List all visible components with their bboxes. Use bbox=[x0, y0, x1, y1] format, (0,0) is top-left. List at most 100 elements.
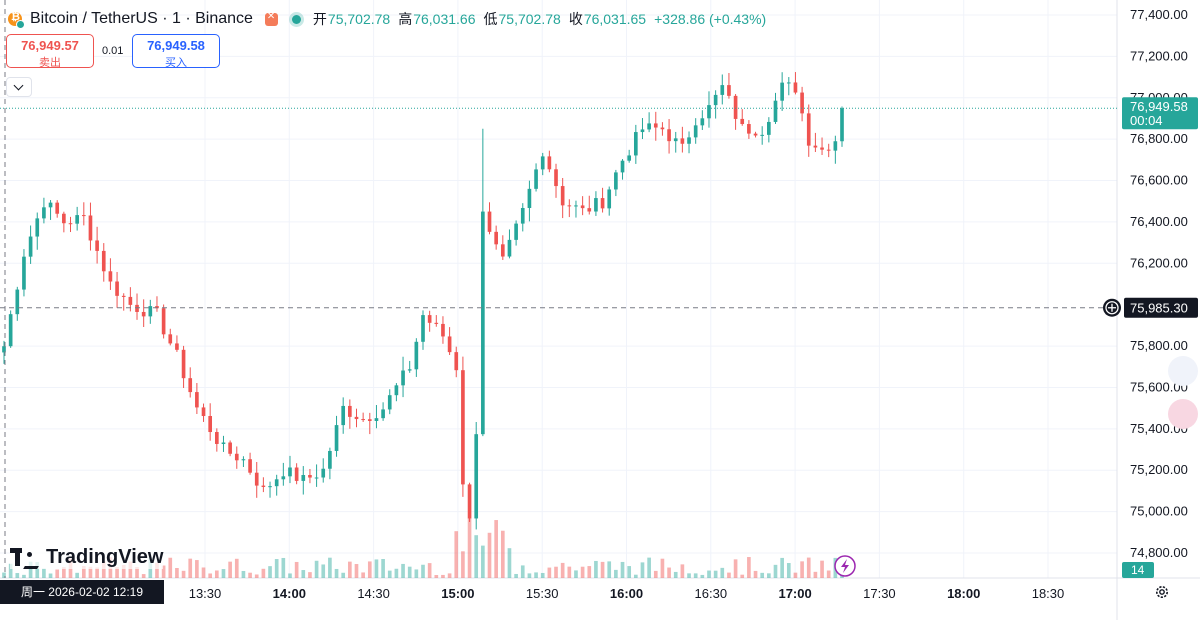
volume-bar bbox=[381, 559, 385, 578]
volume-bar bbox=[401, 563, 405, 578]
symbol-title[interactable]: Bitcoin / TetherUS · 1 · Binance bbox=[30, 10, 253, 27]
volume-bar bbox=[567, 566, 572, 578]
volume-bar bbox=[195, 560, 199, 578]
candle-body bbox=[15, 289, 20, 315]
candle-body bbox=[28, 236, 33, 257]
candle-body bbox=[268, 486, 272, 488]
candle-body bbox=[8, 314, 13, 347]
candle-body bbox=[680, 138, 685, 144]
candle-body bbox=[567, 205, 572, 207]
buy-price: 76,949.58 bbox=[147, 38, 205, 53]
countdown-label: 00:04 bbox=[1130, 113, 1163, 128]
chart-side-button[interactable] bbox=[1168, 399, 1198, 429]
candle-body bbox=[620, 160, 625, 173]
candle-body bbox=[308, 475, 312, 478]
flag-icon[interactable] bbox=[264, 11, 278, 26]
sell-button[interactable]: 76,949.57 卖出 bbox=[6, 34, 94, 69]
volume-bar bbox=[394, 568, 399, 578]
low-value: 75,702.78 bbox=[498, 11, 561, 27]
price-tick-label: 75,800.00 bbox=[1130, 338, 1188, 353]
price-tick-label: 77,200.00 bbox=[1130, 48, 1188, 63]
volume-bar bbox=[414, 569, 419, 578]
time-tick-label: 17:30 bbox=[863, 586, 896, 601]
volume-bar bbox=[580, 566, 585, 578]
volume-bar bbox=[328, 557, 332, 578]
volume-bar bbox=[374, 559, 379, 578]
candle-body bbox=[607, 189, 612, 209]
candle-body bbox=[261, 485, 266, 487]
candle-body bbox=[514, 223, 518, 240]
volume-bar bbox=[168, 557, 173, 578]
candle-body bbox=[241, 459, 246, 461]
candle-body bbox=[68, 223, 73, 225]
volume-bar bbox=[467, 518, 472, 578]
time-tick-label: 17:00 bbox=[778, 586, 811, 601]
candle-body bbox=[534, 169, 538, 189]
volume-bar bbox=[806, 557, 811, 578]
volume-bar bbox=[494, 520, 498, 578]
volume-bar bbox=[314, 560, 319, 578]
candle-body bbox=[301, 475, 306, 481]
candle-body bbox=[447, 336, 452, 353]
candle-body bbox=[234, 453, 239, 461]
volume-bar bbox=[201, 567, 206, 578]
candle-body bbox=[201, 407, 206, 417]
close-key: 收 bbox=[568, 11, 583, 27]
gear-icon[interactable] bbox=[1154, 584, 1170, 600]
tradingview-logo-text: TradingView bbox=[46, 546, 164, 568]
tradingview-logo-icon bbox=[10, 547, 40, 569]
candle-body bbox=[540, 156, 545, 170]
chevron-down-icon[interactable] bbox=[6, 77, 32, 97]
volume-bar bbox=[660, 558, 665, 578]
volume-bar bbox=[334, 568, 339, 578]
candle-body bbox=[281, 476, 286, 480]
last-price-badge bbox=[1122, 97, 1198, 130]
volume-bar bbox=[454, 531, 459, 578]
volume-bar bbox=[115, 567, 119, 578]
candle-body bbox=[334, 425, 339, 451]
volume-bar bbox=[727, 572, 731, 578]
volume-bar bbox=[22, 574, 26, 578]
candle-body bbox=[35, 218, 40, 237]
volume-bar bbox=[514, 573, 518, 578]
candle-body bbox=[487, 211, 492, 232]
candle-body bbox=[95, 240, 99, 251]
volume-bar bbox=[301, 570, 306, 578]
candle-body bbox=[161, 308, 166, 335]
high-value: 76,031.66 bbox=[413, 11, 476, 27]
candle-body bbox=[733, 95, 738, 119]
price-tick-label: 77,400.00 bbox=[1130, 7, 1188, 22]
volume-bar bbox=[441, 574, 445, 578]
volume-bar bbox=[753, 570, 758, 578]
candle-body bbox=[128, 296, 133, 305]
crosshair-price-label: 75,985.30 bbox=[1130, 301, 1188, 316]
status-dot-icon bbox=[291, 14, 301, 24]
volume-bar bbox=[733, 559, 738, 578]
candle-body bbox=[600, 198, 605, 209]
volume-bar bbox=[387, 570, 392, 578]
candle-body bbox=[461, 370, 465, 485]
volume-bar bbox=[800, 561, 804, 578]
volume-bar bbox=[141, 574, 146, 578]
layout-side-button[interactable] bbox=[1168, 356, 1198, 386]
candle-body bbox=[833, 141, 838, 151]
volume-bar bbox=[2, 572, 6, 578]
volume-bar bbox=[248, 572, 252, 578]
candle-body bbox=[108, 271, 113, 282]
buy-button[interactable]: 76,949.58 买入 bbox=[132, 34, 220, 69]
candle-body bbox=[773, 100, 778, 122]
candle-body bbox=[75, 215, 79, 224]
candle-body bbox=[381, 409, 385, 419]
volume-bar bbox=[421, 564, 425, 578]
candle-body bbox=[673, 138, 678, 142]
tradingview-logo[interactable]: TradingView bbox=[10, 546, 164, 569]
volume-bar bbox=[767, 573, 771, 578]
price-tick-label: 76,800.00 bbox=[1130, 131, 1188, 146]
volume-bar bbox=[540, 572, 545, 578]
candle-body bbox=[793, 82, 798, 93]
candle-body bbox=[507, 239, 512, 257]
volume-bar bbox=[594, 560, 598, 578]
spread-value: 0.01 bbox=[102, 45, 124, 57]
volume-bar bbox=[261, 568, 266, 578]
